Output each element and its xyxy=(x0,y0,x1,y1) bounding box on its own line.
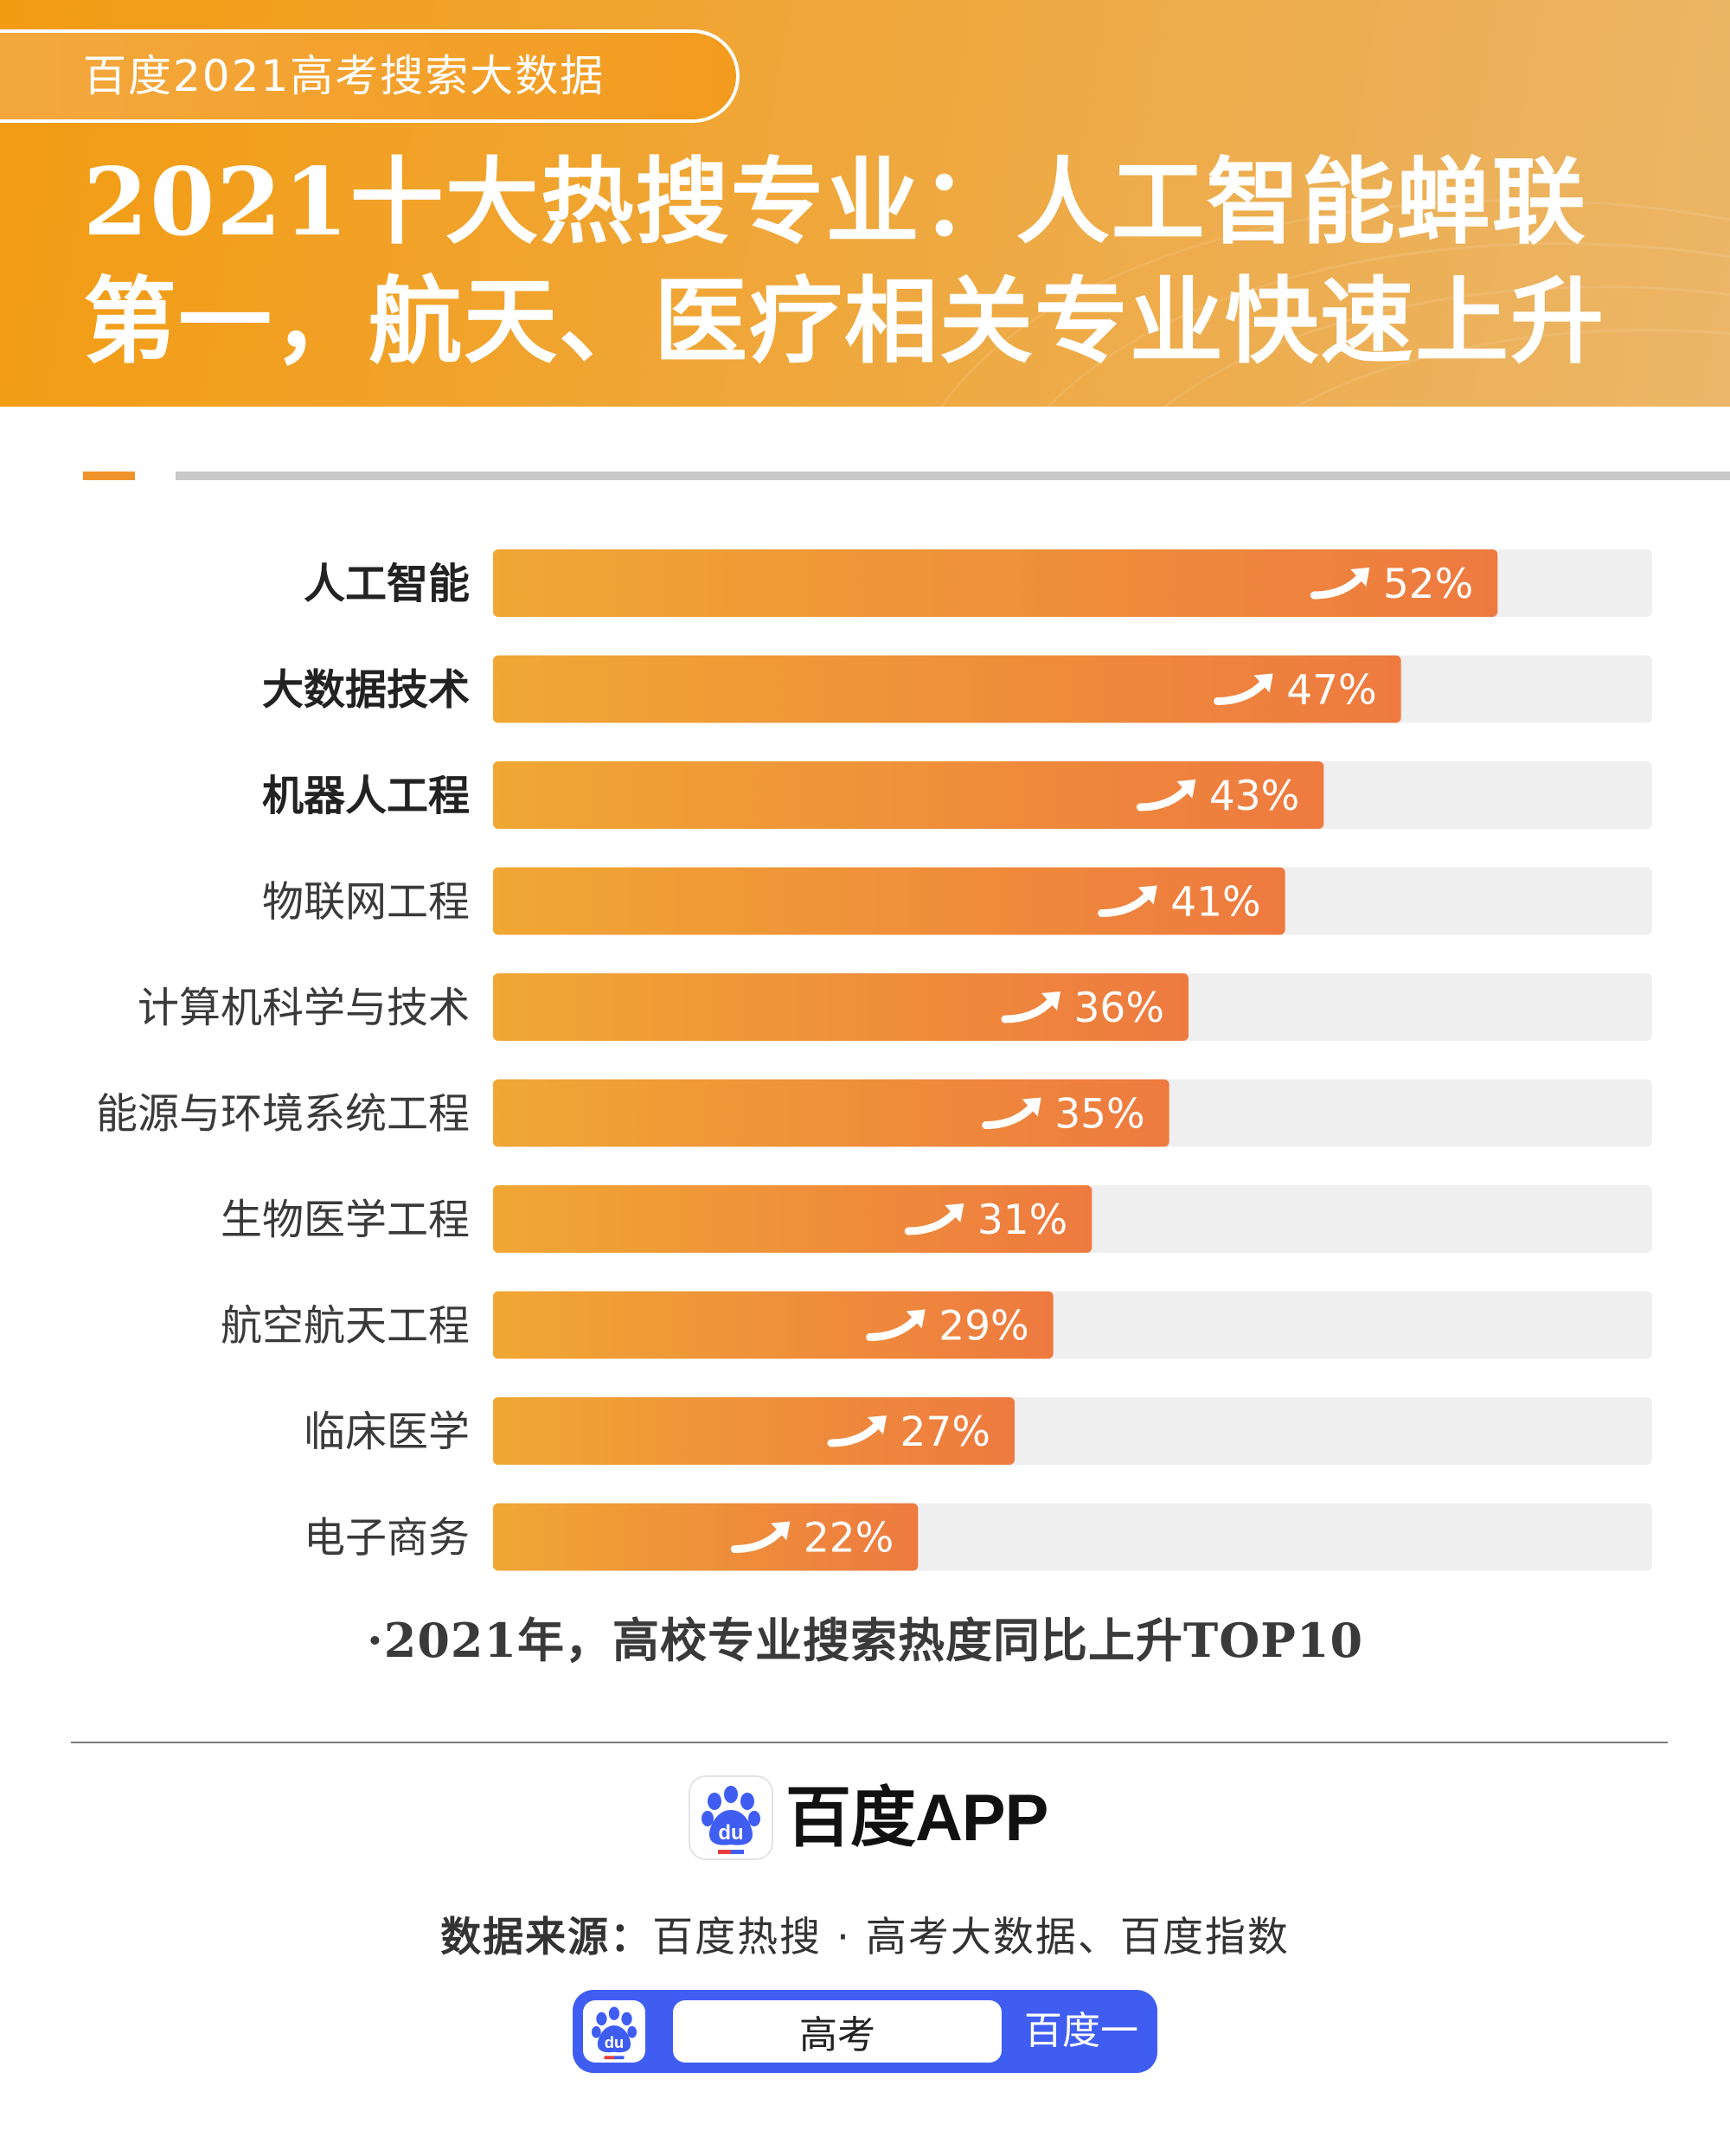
trend-arrow-icon-2 xyxy=(1214,673,1273,705)
page-title-line-2: 第一，航天、医疗相关专业快速上升 xyxy=(83,267,1606,376)
bar-4 xyxy=(493,867,1285,935)
search-bar: du 百度一下 xyxy=(573,1990,1157,2136)
bar-7 xyxy=(493,1185,1092,1253)
value-label-8: 29% xyxy=(939,1303,1028,1351)
value-label-2: 47% xyxy=(1286,667,1376,715)
search-input[interactable] xyxy=(673,2000,1002,2063)
value-label-3: 43% xyxy=(1209,773,1299,820)
app-name: 百度APP xyxy=(785,1781,1048,1855)
trend-arrow-icon-4 xyxy=(1098,885,1157,917)
chart-note: ·2021年，高校专业搜索热度同比上升TOP10 xyxy=(366,1613,1364,1668)
bar-5 xyxy=(493,973,1189,1041)
section-divider-line xyxy=(176,472,1730,480)
bar-6 xyxy=(493,1079,1169,1147)
page-title-line-1: 2021十大热搜专业：人工智能蝉联 xyxy=(83,148,1587,257)
svg-text:du: du xyxy=(718,1821,743,1845)
category-label-7: 生物医学工程 xyxy=(221,1196,470,1244)
category-label-3: 机器人工程 xyxy=(262,772,470,820)
trend-arrow-icon-7 xyxy=(904,1203,964,1235)
banner-tag: 百度2021高考搜索大数据 xyxy=(0,29,740,123)
data-source-label: 数据来源： xyxy=(440,1914,653,1961)
category-label-6: 能源与环境系统工程 xyxy=(96,1090,470,1139)
value-label-7: 31% xyxy=(977,1197,1067,1244)
data-source-text: 百度热搜 · 高考大数据、百度指数 xyxy=(652,1914,1290,1961)
category-label-5: 计算机科学与技术 xyxy=(138,984,470,1032)
category-label-2: 大数据技术 xyxy=(262,666,470,715)
page-title: 2021十大热搜专业：人工智能蝉联 第一，航天、医疗相关专业快速上升 xyxy=(83,143,1709,382)
data-source: 数据来源：百度热搜 · 高考大数据、百度指数 xyxy=(0,1903,1730,1963)
value-label-1: 52% xyxy=(1383,561,1473,608)
trend-arrow-icon-6 xyxy=(982,1097,1041,1129)
value-label-5: 36% xyxy=(1074,985,1164,1032)
category-label-8: 航空航天工程 xyxy=(221,1302,470,1351)
trend-arrow-icon-9 xyxy=(827,1415,887,1447)
trend-arrow-icon-5 xyxy=(1001,991,1060,1023)
category-label-9: 临床医学 xyxy=(304,1408,470,1456)
bar-10 xyxy=(493,1503,919,1571)
section-accent-line xyxy=(83,472,135,480)
bar-2 xyxy=(493,655,1401,723)
value-label-10: 22% xyxy=(804,1515,894,1562)
category-label-1: 人工智能 xyxy=(304,560,470,608)
trend-arrow-icon-10 xyxy=(730,1521,791,1553)
baidu-paw-icon: du xyxy=(689,1775,773,1860)
bar-3 xyxy=(493,761,1324,829)
trend-arrow-icon-8 xyxy=(866,1309,926,1341)
header-banner: 百度2021高考搜索大数据 2021十大热搜专业：人工智能蝉联 第一，航天、医疗… xyxy=(0,0,1730,407)
bar-9 xyxy=(493,1397,1015,1465)
category-label-10: 电子商务 xyxy=(304,1514,470,1562)
bar-1 xyxy=(493,549,1498,617)
value-label-9: 27% xyxy=(900,1408,990,1456)
footer-divider xyxy=(71,1742,1668,1743)
baidu-paw-icon: du xyxy=(583,2000,645,2063)
search-button[interactable]: 百度一下 xyxy=(1024,2009,1138,2136)
bar-8 xyxy=(493,1291,1054,1359)
trend-arrow-icon-1 xyxy=(1310,568,1370,600)
trend-arrow-icon-3 xyxy=(1136,780,1196,812)
value-label-4: 41% xyxy=(1170,879,1260,927)
svg-text:du: du xyxy=(605,2033,624,2051)
bar-chart: 人工智能 52% 大数据技术 47% 机器人工程 43% 物联网工程 41% 计算机科学与技术 3… xyxy=(96,549,1652,1571)
banner-tag-text: 百度2021高考搜索大数据 xyxy=(83,51,606,101)
category-label-4: 物联网工程 xyxy=(262,878,470,927)
value-label-6: 35% xyxy=(1054,1091,1144,1139)
